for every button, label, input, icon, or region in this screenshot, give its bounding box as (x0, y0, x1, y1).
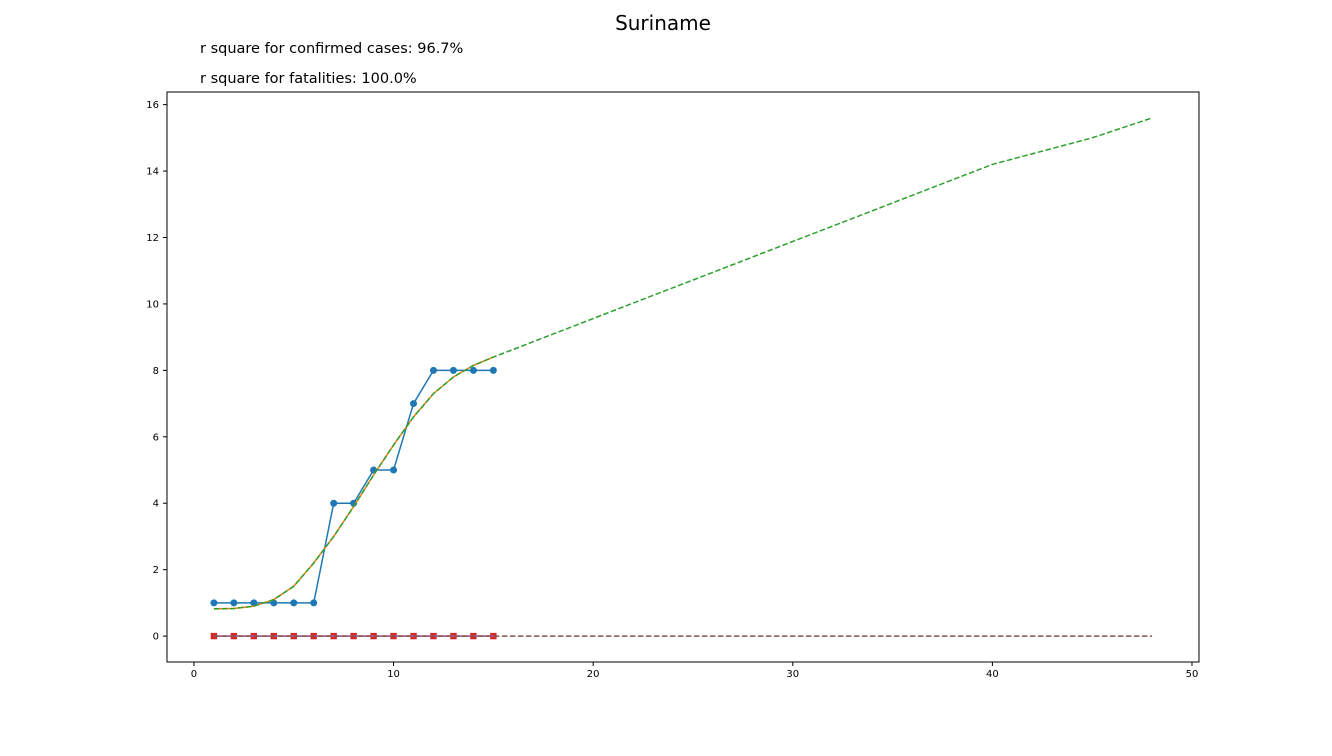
axes: 0 10 20 30 40 50 0 2 4 6 8 10 12 14 16 (146, 100, 1198, 680)
y-tick-label: 6 (153, 432, 159, 443)
series-0-point (429, 366, 437, 374)
x-tick-label: 40 (986, 669, 999, 680)
y-tick-label: 12 (146, 233, 159, 244)
x-tick-label: 0 (191, 669, 197, 680)
series-0-point (290, 599, 298, 607)
chart-title: Suriname (615, 11, 711, 35)
x-tick-label: 30 (786, 669, 799, 680)
series-0-point (410, 400, 418, 408)
series-0-point (270, 599, 278, 607)
r-square-fatalities-annotation: r square for fatalities: 100.0% (200, 71, 417, 87)
x-tick-label: 10 (387, 669, 400, 680)
series-1-line (213, 356, 494, 610)
y-tick-label: 10 (146, 299, 159, 310)
r-square-confirmed-annotation: r square for confirmed cases: 96.7% (200, 41, 463, 57)
y-tick-label: 8 (153, 366, 159, 377)
series-0-point (330, 499, 338, 507)
series-0-point (469, 366, 477, 374)
series-0-point (310, 599, 318, 607)
x-tick-label: 20 (587, 669, 600, 680)
y-tick-label: 4 (153, 499, 159, 510)
y-tick-label: 0 (153, 632, 159, 643)
x-tick-label: 50 (1186, 669, 1199, 680)
series-2-line (213, 117, 1153, 610)
series-0-point (250, 599, 258, 607)
series-0-point (230, 599, 238, 607)
plot-area (210, 117, 1153, 640)
series-3-point (210, 632, 218, 640)
y-tick-label: 2 (153, 565, 159, 576)
y-tick-label: 16 (146, 100, 159, 111)
series-0-point (449, 366, 457, 374)
series-0-line (213, 369, 494, 604)
series-0-point (210, 599, 218, 607)
plot-frame (166, 91, 1200, 663)
series-0-point (390, 466, 398, 474)
series-0-point (489, 366, 497, 374)
y-tick-label: 14 (146, 167, 159, 178)
